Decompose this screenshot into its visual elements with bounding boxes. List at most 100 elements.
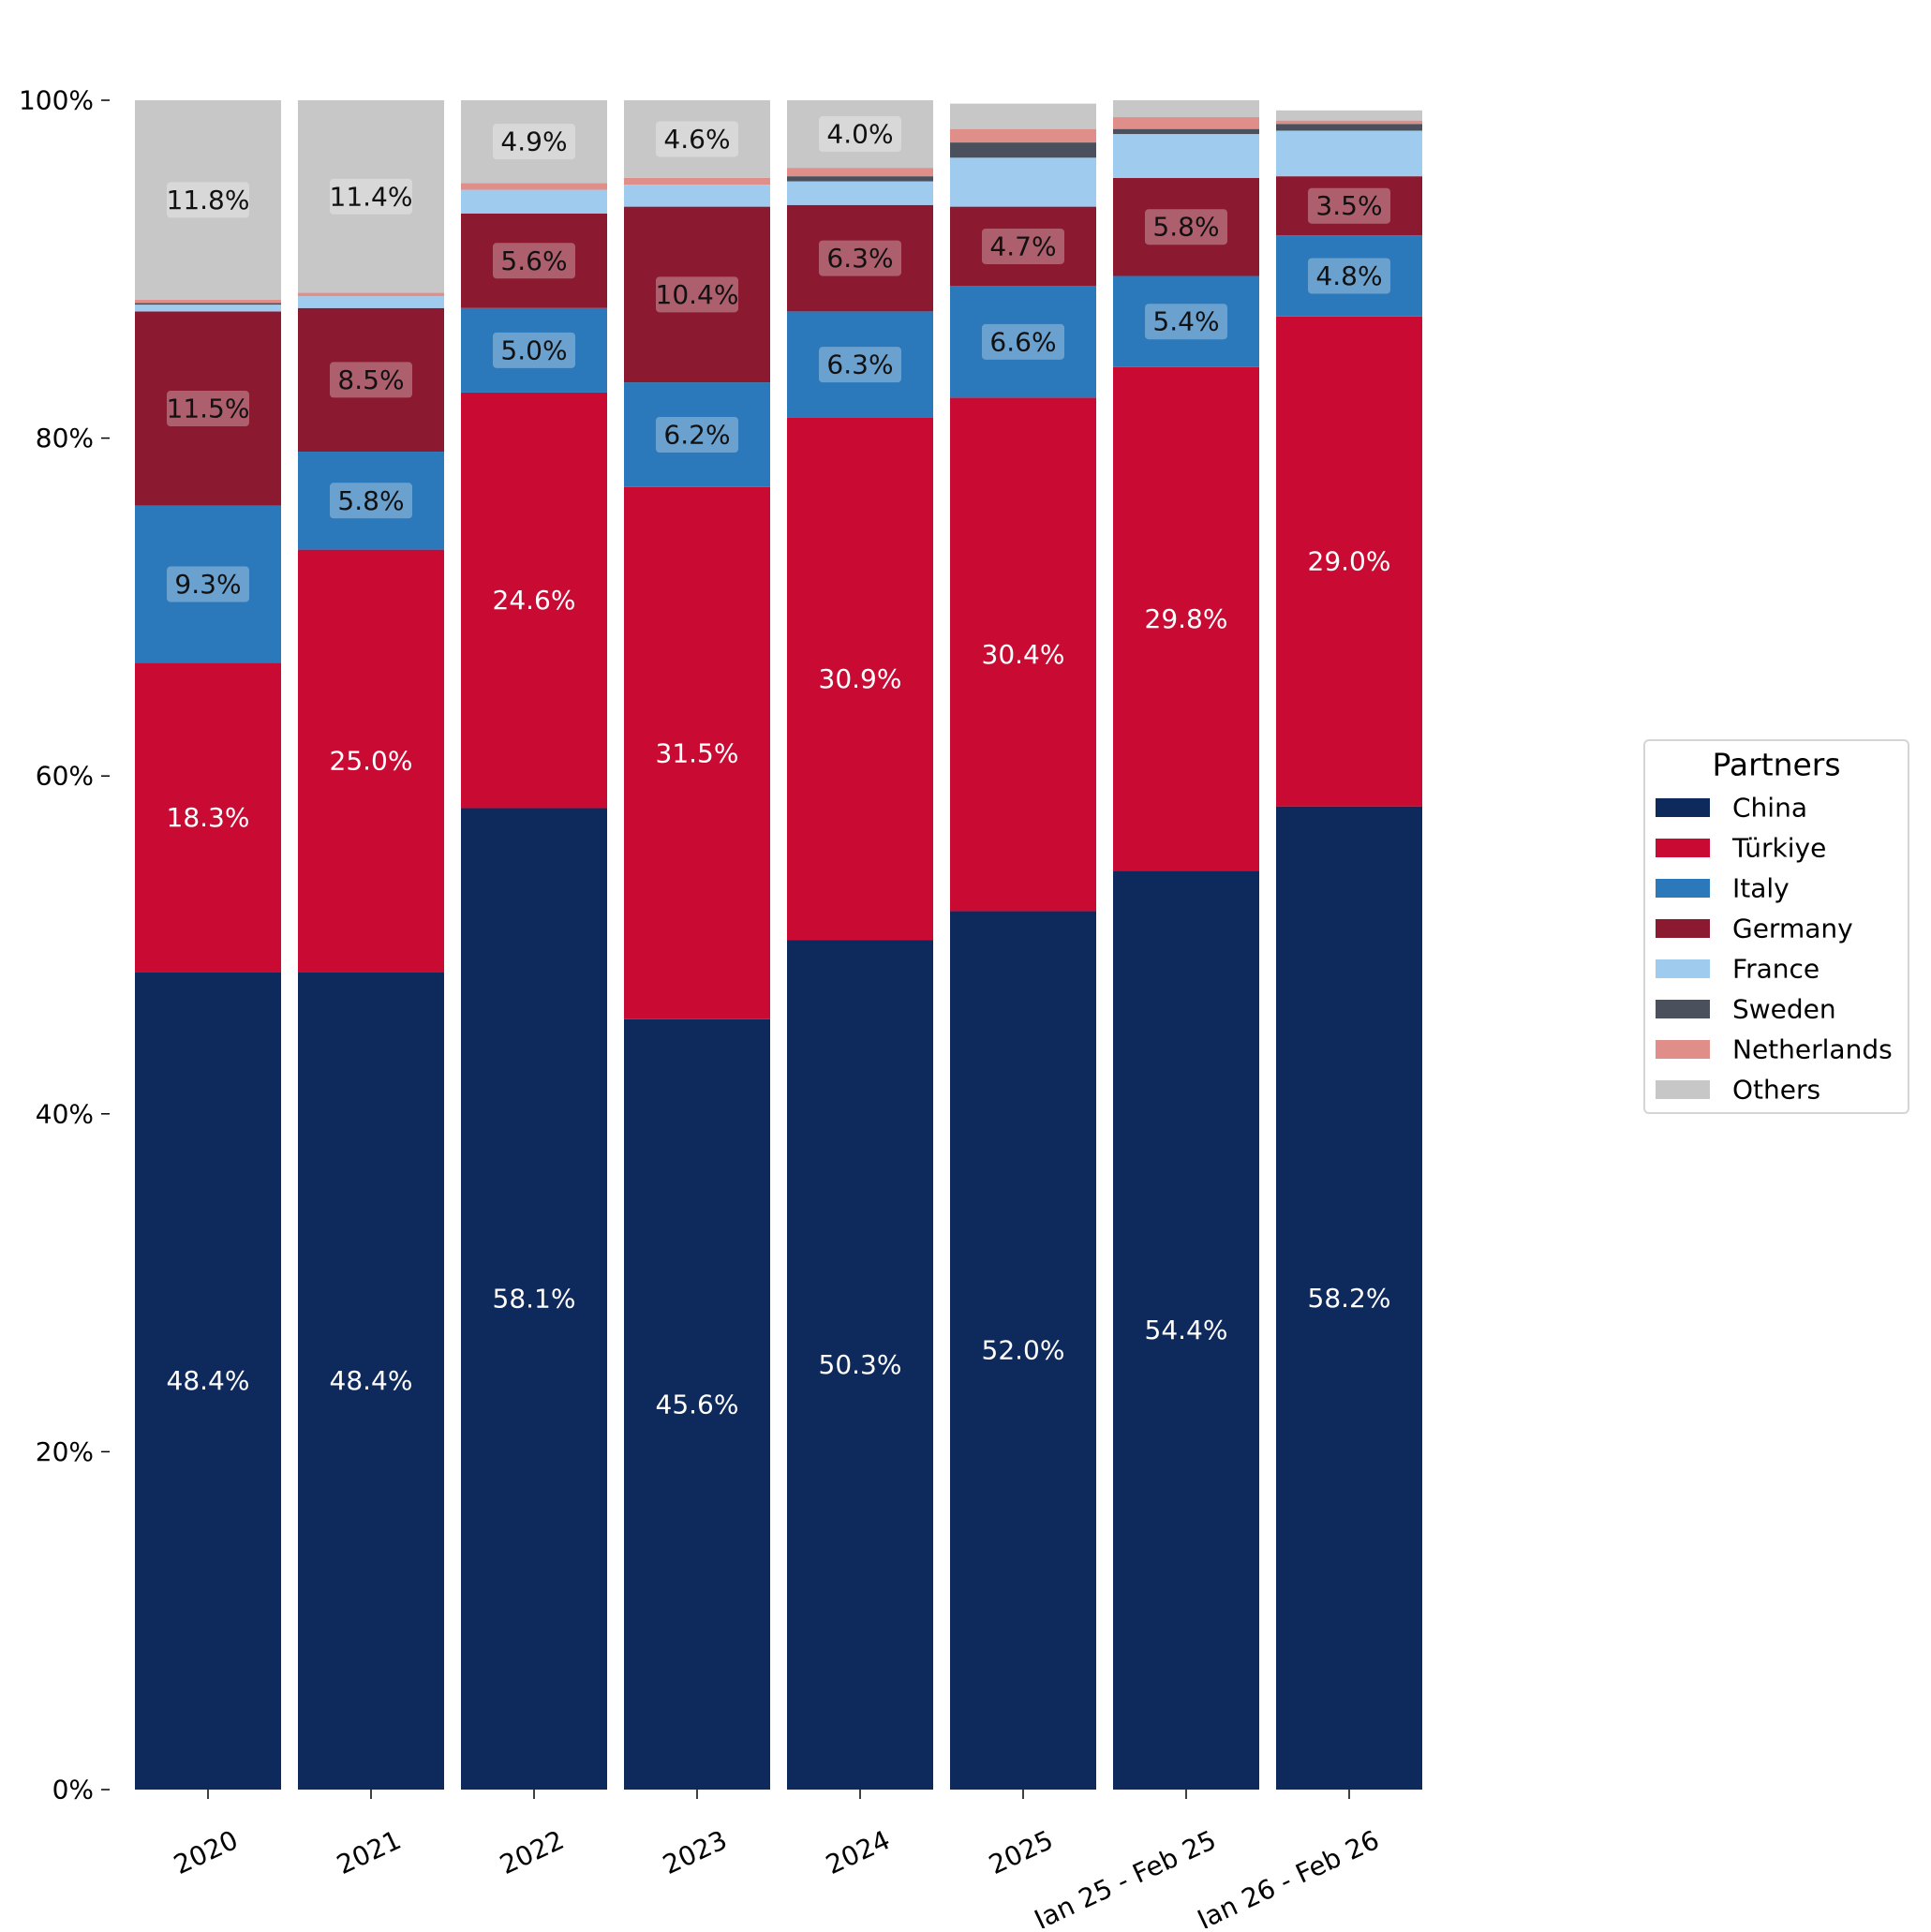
data-label: 5.0% (500, 334, 567, 365)
legend-entry: Türkiye (1731, 833, 1826, 864)
legend-entry: Germany (1732, 914, 1853, 944)
bar-segment (461, 307, 607, 393)
bar-segment (461, 100, 607, 184)
data-label-box (656, 276, 738, 313)
data-label: 24.6% (493, 585, 576, 616)
data-label: 30.9% (819, 663, 902, 694)
data-label-box (656, 416, 738, 453)
bar-segment (1276, 316, 1422, 807)
data-label: 29.0% (1308, 546, 1391, 577)
data-label: 31.5% (656, 737, 739, 768)
bar-segment (298, 549, 444, 973)
bar-segment (787, 168, 933, 177)
data-label-box (167, 566, 249, 602)
bar-segment (298, 296, 444, 308)
data-label: 48.4% (330, 1365, 413, 1396)
data-label: 8.5% (337, 364, 404, 395)
data-label-box (330, 483, 412, 519)
legend-swatch (1656, 798, 1710, 817)
bar-segment (135, 299, 281, 304)
data-label-box (493, 243, 575, 279)
data-label-box (982, 323, 1064, 360)
bar-segment (950, 157, 1096, 207)
data-label-box (1308, 187, 1390, 224)
data-label-box (1145, 209, 1227, 245)
x-tick-label: Jan 26 - Feb 26 (1191, 1824, 1384, 1928)
legend-entry: Italy (1732, 873, 1790, 904)
bar-segment (624, 486, 770, 1019)
legend-entry: Netherlands (1732, 1034, 1893, 1065)
x-tick-label: Jan 25 - Feb 25 (1028, 1824, 1221, 1928)
bar-segment (135, 972, 281, 1790)
bar-segment (461, 183, 607, 190)
legend-swatch (1656, 1040, 1710, 1059)
legend-swatch (1656, 839, 1710, 857)
bar-segment (135, 662, 281, 973)
bar-segment (1276, 124, 1422, 131)
data-label: 4.9% (500, 126, 567, 157)
data-label-box (1308, 258, 1390, 294)
bar-segment (1113, 177, 1259, 276)
bar-segment (1276, 120, 1422, 125)
bar-segment (950, 103, 1096, 129)
bar-segment (1276, 176, 1422, 236)
y-tick-label: 20% (36, 1436, 94, 1467)
y-axis: 0% 20% 40% 60% 80% 100% (19, 85, 110, 1806)
bar-segment (624, 100, 770, 178)
data-label-box (819, 347, 901, 383)
y-tick-label: 100% (19, 85, 94, 116)
bar-segment (950, 286, 1096, 398)
data-label-box (330, 362, 412, 398)
legend-swatch (1656, 879, 1710, 898)
data-label: 58.1% (493, 1284, 576, 1315)
data-label: 11.8% (167, 185, 250, 215)
data-label: 5.8% (1152, 212, 1219, 243)
y-tick-label: 80% (36, 423, 94, 453)
data-label-box (819, 116, 901, 153)
bar-segment (461, 189, 607, 214)
data-label-box (167, 182, 249, 218)
data-label: 29.8% (1145, 603, 1228, 634)
data-label: 3.5% (1315, 190, 1382, 221)
y-tick-label: 0% (52, 1775, 94, 1806)
data-label: 6.3% (826, 349, 893, 380)
legend-swatch (1656, 1080, 1710, 1099)
data-label: 5.8% (337, 485, 404, 516)
bar-segment (1113, 128, 1259, 135)
data-label-box (819, 240, 901, 276)
data-label: 25.0% (330, 745, 413, 776)
data-label: 5.6% (500, 245, 567, 276)
legend-title: Partners (1712, 747, 1840, 783)
bar-segment (787, 940, 933, 1790)
x-tick-label: 2021 (332, 1824, 406, 1880)
bar-segment (950, 911, 1096, 1790)
data-label-box (330, 178, 412, 215)
y-tick-label: 40% (36, 1098, 94, 1129)
bar-segment (787, 311, 933, 418)
bar-segment (1113, 117, 1259, 129)
bar-segment (135, 311, 281, 506)
data-label-box (167, 391, 249, 427)
data-label: 30.4% (982, 639, 1065, 670)
bar-segment (461, 808, 607, 1790)
legend-swatch (1656, 1000, 1710, 1018)
data-label: 11.5% (167, 394, 250, 424)
x-tick-label: 2023 (658, 1824, 732, 1880)
bar-segment (787, 204, 933, 312)
x-tick-label: 2025 (984, 1824, 1058, 1880)
data-label: 50.3% (819, 1349, 902, 1380)
bar-segment (950, 128, 1096, 143)
bar-segment (1276, 806, 1422, 1790)
data-label: 52.0% (982, 1335, 1065, 1366)
data-label: 58.2% (1308, 1283, 1391, 1314)
bar-segment (298, 452, 444, 550)
bar-segment (1113, 134, 1259, 178)
x-tick-label: 2024 (821, 1824, 895, 1880)
bar-segment (1113, 100, 1259, 118)
bar-segment (1276, 130, 1422, 177)
bar-segment (624, 206, 770, 383)
legend-entry: Others (1732, 1075, 1820, 1106)
data-label: 4.0% (826, 119, 893, 150)
bar-segment (135, 303, 281, 305)
